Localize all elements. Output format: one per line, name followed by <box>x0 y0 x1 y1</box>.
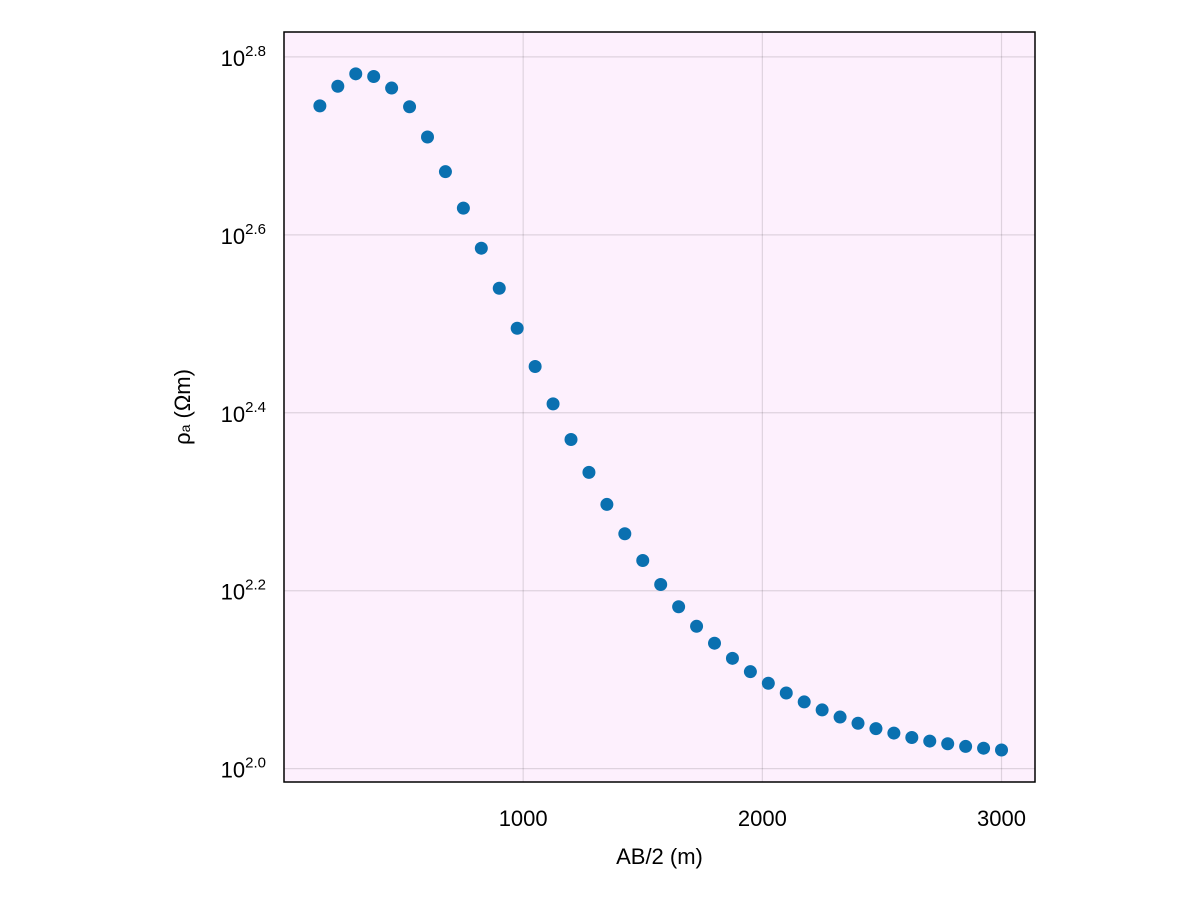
data-point <box>331 79 345 93</box>
y-tick-label: 102.4 <box>221 399 266 427</box>
y-axis-title-rho: ρ <box>170 432 195 445</box>
data-points <box>313 67 1009 757</box>
data-point <box>923 734 937 748</box>
data-point <box>743 665 757 679</box>
data-point <box>403 100 417 114</box>
data-point <box>510 321 524 335</box>
y-axis-title-unit: (Ωm) <box>170 369 195 425</box>
y-tick-label: 102.0 <box>221 755 266 783</box>
data-point <box>690 619 704 633</box>
y-axis-title: ρa (Ωm) <box>170 369 195 445</box>
data-point <box>887 726 901 740</box>
y-tick-label: 102.2 <box>221 577 266 605</box>
data-point <box>833 710 847 724</box>
x-tick-label: 1000 <box>499 806 548 831</box>
x-tick-label: 2000 <box>738 806 787 831</box>
data-point <box>438 165 452 179</box>
data-point <box>761 676 775 690</box>
x-axis-title: AB/2 (m) <box>616 844 703 869</box>
data-point <box>582 465 596 479</box>
data-point <box>474 241 488 255</box>
x-axis-ticks: 1000 2000 3000 <box>499 806 1026 831</box>
data-point <box>421 130 435 144</box>
x-tick-label: 3000 <box>977 806 1026 831</box>
data-point <box>618 527 632 541</box>
plot-frame <box>283 31 1036 783</box>
data-point <box>672 600 686 614</box>
data-point <box>456 201 470 215</box>
data-point <box>600 497 614 511</box>
data-point <box>385 81 399 95</box>
data-point <box>941 737 955 751</box>
y-axis-ticks: 102.0 102.2 102.4 102.6 102.8 <box>221 43 266 783</box>
data-point <box>367 69 381 83</box>
data-point <box>995 743 1009 757</box>
data-point <box>654 577 668 591</box>
data-point <box>725 651 739 665</box>
data-point <box>546 397 560 411</box>
data-point <box>528 360 542 374</box>
data-point <box>869 722 883 736</box>
y-tick-label: 102.8 <box>221 43 266 71</box>
data-point <box>564 432 578 446</box>
data-point <box>636 553 650 567</box>
data-point <box>851 716 865 730</box>
data-point <box>815 703 829 717</box>
plot-area <box>284 32 1035 782</box>
data-point <box>313 99 327 113</box>
data-point <box>779 686 793 700</box>
data-point <box>977 741 991 755</box>
data-point <box>349 67 363 81</box>
data-point <box>959 739 973 753</box>
data-point <box>797 695 811 709</box>
y-axis-title-subscript: a <box>177 424 193 432</box>
y-tick-label: 102.6 <box>221 221 266 249</box>
data-point <box>492 281 506 295</box>
data-point <box>708 636 722 650</box>
data-point <box>905 731 919 745</box>
